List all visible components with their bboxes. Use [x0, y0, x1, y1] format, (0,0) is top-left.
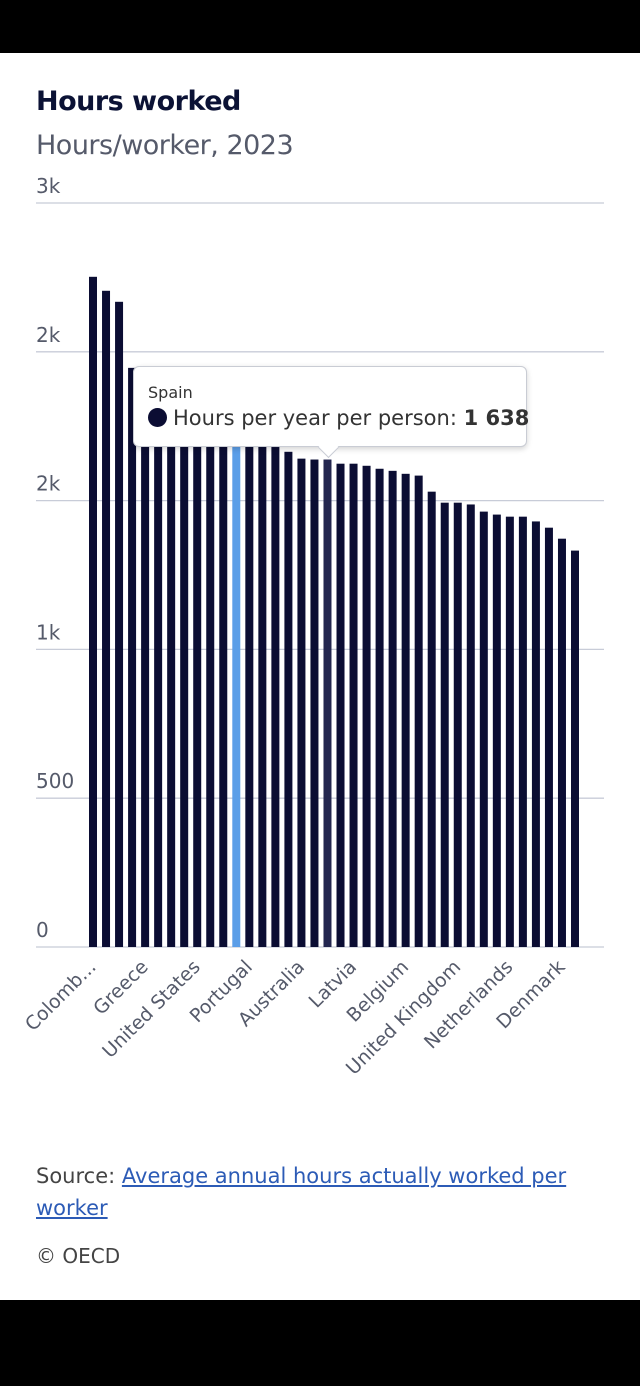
bar[interactable] [453, 502, 462, 947]
bar[interactable] [115, 301, 124, 947]
bar[interactable] [180, 410, 189, 947]
bar[interactable] [219, 426, 228, 947]
bar[interactable] [336, 463, 345, 947]
bar[interactable] [141, 382, 150, 948]
bar[interactable] [531, 521, 540, 947]
bar[interactable] [167, 389, 176, 947]
bar[interactable] [466, 504, 475, 947]
bar[interactable] [414, 475, 423, 947]
bar[interactable] [206, 421, 215, 948]
source-link[interactable]: Average annual hours actually worked per… [36, 1164, 567, 1220]
status-bar [0, 0, 640, 53]
bar[interactable] [362, 465, 371, 947]
bar[interactable] [479, 511, 488, 947]
bar[interactable] [258, 444, 267, 947]
bar[interactable] [284, 451, 293, 947]
y-tick-label: 2k [36, 323, 61, 347]
bar[interactable] [349, 463, 358, 947]
bar[interactable] [388, 470, 397, 947]
bar[interactable] [128, 367, 137, 948]
tooltip-row: Hours per year per person: 1 638 [148, 406, 529, 430]
chart-tooltip: Spain Hours per year per person: 1 638 [133, 366, 529, 459]
source-prefix: Source: [36, 1164, 122, 1188]
bar[interactable] [102, 290, 111, 947]
bar[interactable] [310, 459, 319, 947]
bar[interactable] [427, 491, 436, 947]
bar[interactable] [271, 447, 280, 947]
tooltip-country: Spain [148, 383, 193, 402]
source-note: Source: Average annual hours actually wo… [36, 1160, 596, 1224]
series-dot-icon [148, 408, 167, 427]
y-tick-label: 3k [36, 174, 61, 198]
y-tick-label: 1k [36, 620, 61, 644]
bar[interactable] [323, 459, 332, 947]
bar[interactable] [440, 502, 449, 947]
bar[interactable] [245, 438, 254, 947]
bar[interactable] [401, 473, 410, 947]
copyright: © OECD [36, 1244, 121, 1268]
bar[interactable] [571, 550, 579, 947]
bar[interactable] [89, 276, 97, 947]
x-tick-label: Colomb... [21, 956, 101, 1036]
y-tick-label: 2k [36, 472, 61, 496]
chart-subtitle: Hours/worker, 2023 [36, 130, 294, 161]
bar[interactable] [492, 514, 501, 947]
tooltip-value: 1 638 [463, 406, 530, 430]
bar[interactable] [232, 428, 241, 947]
bar[interactable] [154, 387, 163, 948]
tooltip-label: Hours per year per person: [173, 406, 464, 430]
bar[interactable] [193, 411, 202, 947]
bar[interactable] [505, 516, 514, 947]
bar[interactable] [557, 538, 566, 947]
bar[interactable] [544, 527, 553, 947]
chart-title: Hours worked [36, 86, 241, 117]
y-tick-label: 500 [36, 769, 74, 793]
y-tick-label: 0 [36, 918, 49, 942]
bar[interactable] [375, 468, 384, 947]
bar[interactable] [297, 458, 306, 947]
bar[interactable] [518, 516, 527, 947]
navigation-bar [0, 1300, 640, 1386]
